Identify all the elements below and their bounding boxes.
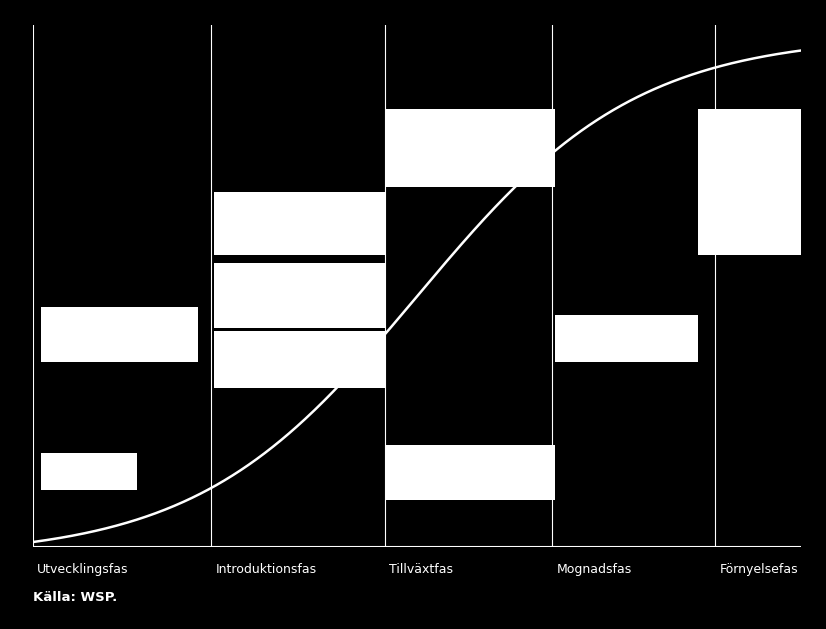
Bar bbox=[387, 445, 555, 500]
Bar bbox=[555, 315, 697, 362]
Text: Mognadsfas: Mognadsfas bbox=[557, 563, 632, 576]
Bar bbox=[40, 307, 198, 362]
Bar bbox=[697, 109, 824, 255]
Text: Förnyelsefas: Förnyelsefas bbox=[719, 563, 798, 576]
Bar bbox=[40, 454, 137, 490]
Text: Källa: WSP.: Källa: WSP. bbox=[33, 591, 117, 604]
Bar bbox=[214, 192, 387, 255]
Text: Tillväxtfas: Tillväxtfas bbox=[389, 563, 453, 576]
Text: Introduktionsfas: Introduktionsfas bbox=[216, 563, 316, 576]
Text: Utvecklingsfas: Utvecklingsfas bbox=[37, 563, 129, 576]
Bar bbox=[387, 109, 555, 187]
Bar bbox=[214, 263, 387, 328]
Bar bbox=[214, 331, 387, 388]
